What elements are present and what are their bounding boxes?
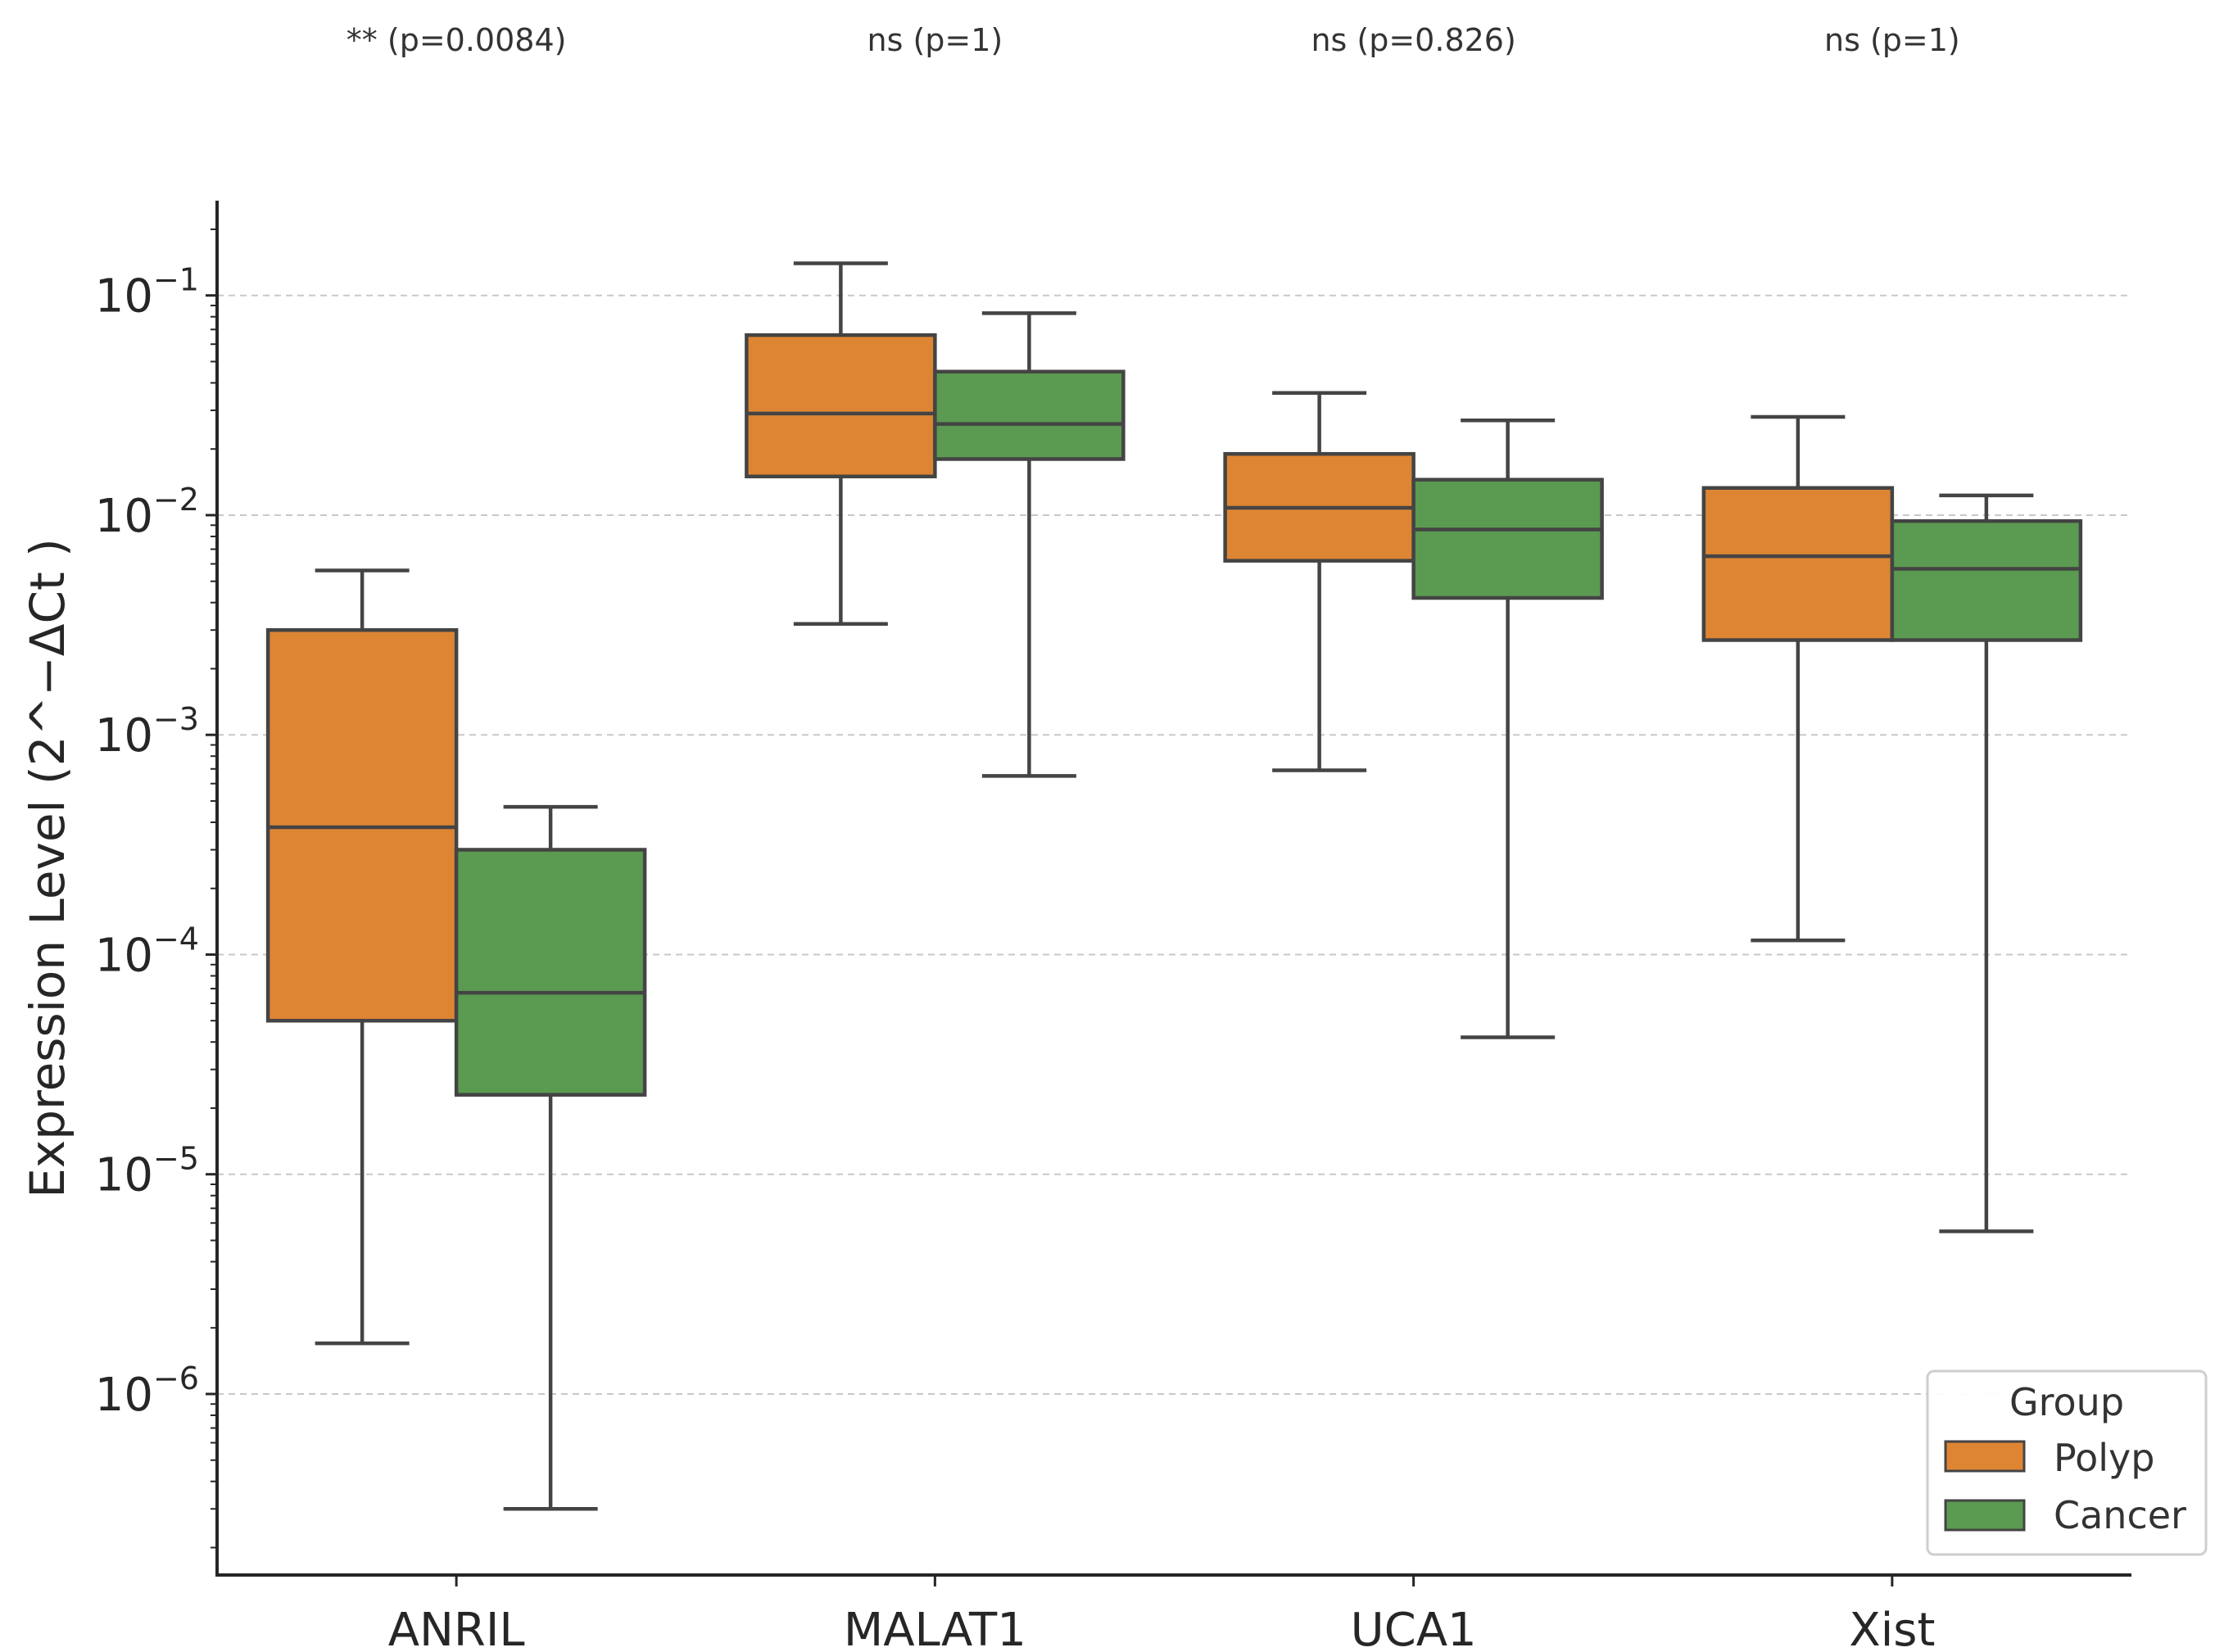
- legend-swatch-cancer: [1944, 1499, 2026, 1532]
- y-tick-label: 10−3: [95, 701, 199, 763]
- x-tick-label-malat1: MALAT1: [844, 1604, 1026, 1652]
- gridlines: [217, 294, 2131, 1395]
- iqr-box: [1411, 477, 1604, 600]
- box-cancer-xist: [1890, 493, 2083, 1233]
- legend-title: Group: [2009, 1380, 2124, 1424]
- box-polyp-uca1: [1223, 391, 1415, 772]
- box-cancer-malat1: [933, 311, 1126, 778]
- y-axis-label: Expression Level (2^−ΔCt ): [20, 538, 75, 1198]
- boxes: [265, 261, 2083, 1511]
- legend: Group Polyp Cancer: [1926, 1369, 2208, 1556]
- significance-label-xist: ns (p=1): [1824, 22, 1960, 58]
- iqr-box: [933, 369, 1126, 461]
- y-tick-label: 10−6: [95, 1360, 199, 1422]
- y-tick-label: 10−1: [95, 262, 199, 324]
- box-polyp-malat1: [745, 261, 937, 626]
- significance-annotations: ** (p=0.0084) ns (p=1) ns (p=0.826) ns (p=1…: [347, 22, 1960, 58]
- x-tick-label-anril: ANRIL: [388, 1604, 525, 1652]
- box-cancer-uca1: [1411, 419, 1604, 1039]
- iqr-box: [1701, 486, 1895, 642]
- box-cancer-anril: [454, 804, 647, 1511]
- y-tick-label: 10−5: [95, 1141, 199, 1202]
- box-polyp-anril: [265, 568, 459, 1346]
- y-ticks: 10−1 10−2 10−3 10−4 10−5 10−6: [95, 228, 217, 1549]
- iqr-box: [745, 333, 937, 478]
- x-tick-label-uca1: UCA1: [1351, 1604, 1477, 1652]
- y-tick-label: 10−4: [95, 921, 199, 982]
- significance-label-uca1: ns (p=0.826): [1311, 22, 1515, 58]
- legend-label-polyp: Polyp: [2054, 1436, 2154, 1480]
- iqr-box: [1890, 518, 2083, 642]
- x-ticks: ANRIL MALAT1 UCA1 Xist: [388, 1575, 1935, 1652]
- x-tick-label-xist: Xist: [1849, 1604, 1935, 1652]
- box-polyp-xist: [1701, 414, 1895, 943]
- iqr-box: [454, 848, 647, 1097]
- y-tick-label: 10−2: [95, 482, 199, 543]
- legend-label-cancer: Cancer: [2054, 1493, 2186, 1537]
- legend-swatch-polyp: [1944, 1440, 2026, 1473]
- significance-label-malat1: ns (p=1): [867, 22, 1003, 58]
- significance-label-anril: ** (p=0.0084): [347, 22, 567, 58]
